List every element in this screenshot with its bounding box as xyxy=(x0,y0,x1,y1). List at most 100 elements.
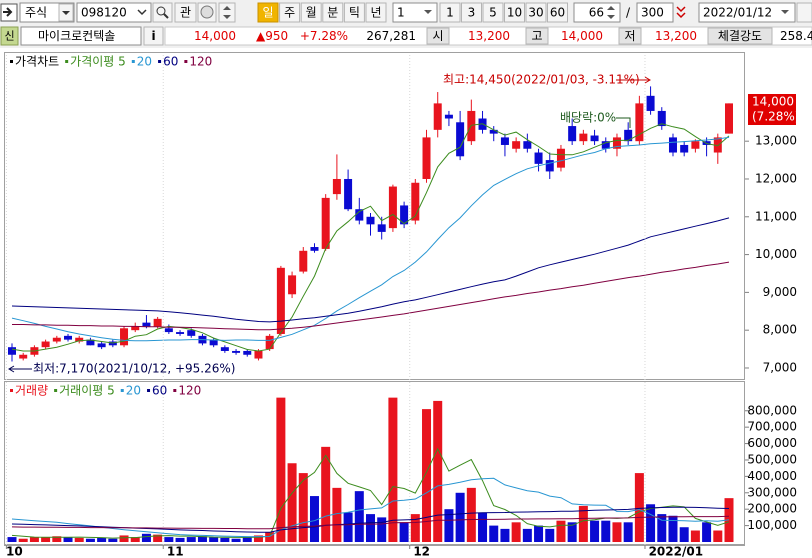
minute-text: 60 xyxy=(550,6,565,20)
moving-average-line xyxy=(11,515,730,530)
volume-bar xyxy=(197,536,207,542)
volume-bar xyxy=(298,473,308,542)
high-label-cell xyxy=(525,27,549,45)
candle-body xyxy=(568,126,577,142)
period-button[interactable] xyxy=(300,2,322,23)
period-button[interactable] xyxy=(257,2,279,23)
volume-bar xyxy=(242,537,252,542)
candle-body xyxy=(243,350,252,355)
volume-bar xyxy=(108,538,118,542)
x-tick-label: 10 xyxy=(6,545,23,558)
volume-bar xyxy=(343,512,353,542)
period-text: 분 xyxy=(327,6,338,20)
credit-badge-text: 신 xyxy=(4,30,14,43)
candle-body xyxy=(310,247,319,251)
legend-item: 20 xyxy=(137,55,152,69)
candle-body xyxy=(344,178,353,210)
volume-bar xyxy=(545,528,555,542)
legend-item: 120 xyxy=(178,384,201,398)
volume-bar xyxy=(130,537,140,542)
y-tick-label: 100,000 xyxy=(747,518,797,532)
open-label-cell xyxy=(426,27,450,45)
spin-button[interactable] xyxy=(218,2,236,23)
candle-body xyxy=(534,152,543,164)
volume-bar xyxy=(702,522,712,542)
legend-item: 60 xyxy=(152,384,167,398)
moving-average-line xyxy=(11,477,730,538)
y-tick-label: 300,000 xyxy=(747,485,797,499)
interval-select[interactable] xyxy=(392,2,438,23)
volume-bar xyxy=(556,520,566,542)
volume-bar xyxy=(410,514,420,542)
info-button[interactable] xyxy=(143,26,164,46)
moving-average-line xyxy=(12,261,730,331)
y-tick-label: 500,000 xyxy=(747,452,797,466)
more-button[interactable] xyxy=(796,2,812,23)
candle-body xyxy=(209,339,218,346)
volume-bar xyxy=(231,538,241,542)
legend-item: 가격이평 5 xyxy=(70,55,126,69)
y-tick-label: 13,000 xyxy=(755,134,797,148)
candle-body xyxy=(411,182,420,221)
code-input[interactable] xyxy=(76,2,152,23)
candle-body xyxy=(276,267,285,334)
collapse-button[interactable] xyxy=(676,6,686,19)
volume-bar xyxy=(52,536,62,542)
low-arrow-head xyxy=(8,365,15,373)
open-price: 13,200 xyxy=(468,29,510,43)
period-text: 년 xyxy=(370,6,381,20)
marks: 7,000 8,000 9,000 10,000 11,000 12,000 13,000 가… xyxy=(5,55,797,558)
dividend-arrow xyxy=(616,117,631,128)
volume-bar xyxy=(74,537,84,542)
candle-body xyxy=(75,337,84,342)
strength-label: 체결강도 xyxy=(718,29,762,43)
search-button[interactable] xyxy=(152,2,173,23)
candle-body xyxy=(635,103,644,142)
count-spin[interactable] xyxy=(607,6,615,19)
watch-button[interactable] xyxy=(174,2,197,23)
minute-text: 3 xyxy=(468,6,476,20)
candle-body xyxy=(725,103,733,134)
y-tick-label: 7,000 xyxy=(763,360,797,374)
volume-bar xyxy=(466,487,476,542)
period-button[interactable] xyxy=(343,2,365,23)
minute-button[interactable] xyxy=(547,2,568,23)
date-text: 2022/01/12 xyxy=(703,6,772,20)
stock-name: 마이크로컨텍솔 xyxy=(38,29,115,43)
candle-body xyxy=(668,137,677,153)
volume-bar xyxy=(388,397,398,542)
candle-body xyxy=(523,141,532,149)
volume-bar xyxy=(601,520,611,542)
change-rate: +7.28% xyxy=(300,29,348,43)
legend-title: 거래량 xyxy=(15,384,48,398)
candle-body xyxy=(646,95,655,111)
candle-body xyxy=(86,339,95,346)
period-button[interactable] xyxy=(322,2,344,23)
candle-body xyxy=(153,318,162,327)
volume-bar xyxy=(500,528,510,542)
low-label: 저 xyxy=(624,29,635,43)
minute-button[interactable] xyxy=(482,2,504,23)
low-annotation: 최저:7,170(2021/10/12, +95.26%) xyxy=(33,362,235,376)
minute-text: 30 xyxy=(528,6,543,20)
x-tick-label: 2022/01 xyxy=(649,545,703,558)
period-button[interactable] xyxy=(365,2,387,23)
volume-bar xyxy=(276,397,286,542)
count-input[interactable] xyxy=(573,2,621,23)
candle-body xyxy=(400,205,409,225)
y-tick-label: 400,000 xyxy=(747,469,797,483)
period-button[interactable] xyxy=(279,2,301,23)
minute-button[interactable] xyxy=(504,2,525,23)
y-tick-label: 600,000 xyxy=(747,436,797,450)
volume-bar xyxy=(612,522,622,542)
code-dropdown[interactable] xyxy=(137,9,147,16)
candle-body xyxy=(131,326,140,331)
high-price: 14,000 xyxy=(561,29,603,43)
last-rate-label: (7.28%) xyxy=(752,110,799,124)
date-input[interactable] xyxy=(698,2,796,23)
volume-bar xyxy=(119,535,129,542)
minute-button[interactable] xyxy=(439,2,461,23)
minute-button[interactable] xyxy=(525,2,547,23)
total-input[interactable] xyxy=(636,2,674,23)
minute-button[interactable] xyxy=(461,2,482,23)
